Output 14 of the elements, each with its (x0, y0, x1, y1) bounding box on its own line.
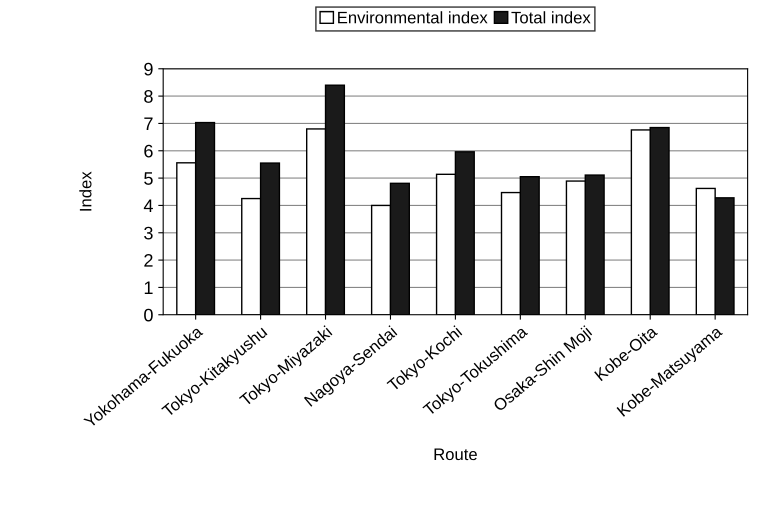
y-tick-label: 6 (144, 144, 153, 158)
y-axis-title: Index (79, 172, 92, 211)
legend-label: Environmental index (338, 11, 488, 24)
y-tick-label: 2 (144, 254, 153, 267)
y-tick-label: 5 (144, 172, 153, 185)
y-tick-label: 0 (144, 308, 153, 322)
y-tick-label: 4 (144, 200, 153, 212)
y-tick-label: 9 (144, 62, 153, 76)
y-tick-label: 1 (144, 282, 153, 294)
y-tick-label: 3 (144, 226, 153, 240)
x-axis-title: Route (434, 448, 477, 460)
y-tick-label: 7 (144, 118, 153, 130)
y-tick-label: 8 (144, 90, 153, 103)
legend-label: Total index (511, 11, 591, 24)
